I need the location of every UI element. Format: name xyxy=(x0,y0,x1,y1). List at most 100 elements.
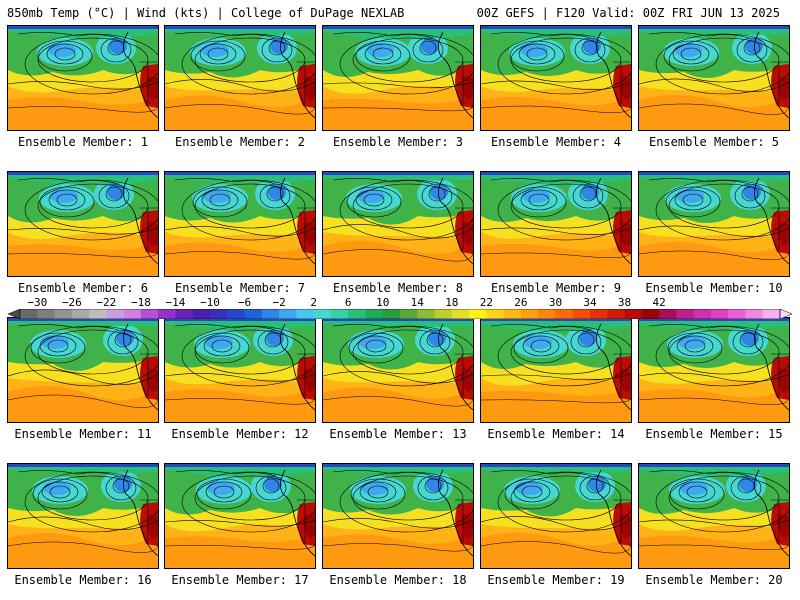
ensemble-member-map xyxy=(7,463,159,569)
colorbar-segment xyxy=(486,309,505,319)
ensemble-member-label: Ensemble Member: 1 xyxy=(17,135,149,149)
colorbar-segment xyxy=(175,309,194,319)
map-image xyxy=(481,464,631,568)
run-info: 00Z GEFS | F120 Valid: 00Z FRI JUN 13 20… xyxy=(476,6,780,20)
ensemble-member-map xyxy=(480,25,632,131)
colorbar-segment xyxy=(54,309,73,319)
ensemble-member-map xyxy=(638,171,790,277)
colorbar-segment xyxy=(417,309,436,319)
colorbar-segment xyxy=(676,309,695,319)
map-image xyxy=(481,318,631,422)
ensemble-member-map xyxy=(164,317,316,423)
colorbar-tick-label: 26 xyxy=(514,296,528,309)
ensemble-member-label: Ensemble Member: 4 xyxy=(490,135,622,149)
ensemble-member-label: Ensemble Member: 11 xyxy=(14,427,152,441)
ensemble-member-label: Ensemble Member: 8 xyxy=(332,281,464,295)
ensemble-member-map xyxy=(480,317,632,423)
colorbar-min-arrow xyxy=(8,309,21,319)
map-image xyxy=(481,26,631,130)
ensemble-member-map xyxy=(638,25,790,131)
colorbar-segment xyxy=(520,309,539,319)
colorbar-segment xyxy=(261,309,280,319)
ensemble-member-map xyxy=(322,171,474,277)
map-image xyxy=(8,26,158,130)
colorbar-segment xyxy=(659,309,677,319)
ensemble-member-map xyxy=(7,317,159,423)
ensemble-member-map xyxy=(322,317,474,423)
colorbar-segment xyxy=(192,309,211,319)
colorbar-segment xyxy=(503,309,522,319)
colorbar-segment xyxy=(296,309,315,319)
colorbar-tick-label: 42 xyxy=(652,296,666,309)
map-image xyxy=(323,172,473,276)
ensemble-member-label: Ensemble Member: 6 xyxy=(17,281,149,295)
map-image xyxy=(165,172,315,276)
colorbar-tick-label: −2 xyxy=(272,296,286,309)
ensemble-member-label: Ensemble Member: 18 xyxy=(329,573,467,587)
colorbar-segment xyxy=(365,309,384,319)
map-image xyxy=(165,318,315,422)
colorbar-segment xyxy=(728,309,746,319)
map-image xyxy=(481,172,631,276)
chart-title: 850mb Temp (°C) | Wind (kts) | College o… xyxy=(7,6,405,20)
colorbar-segment xyxy=(469,309,487,319)
colorbar-segment xyxy=(140,309,159,319)
map-image xyxy=(639,318,789,422)
colorbar-tick-label: −22 xyxy=(96,296,117,309)
colorbar-tick-label: −18 xyxy=(130,296,151,309)
ensemble-member-map xyxy=(480,171,632,277)
ensemble-member-map xyxy=(7,25,159,131)
ensemble-member-label: Ensemble Member: 7 xyxy=(174,281,306,295)
colorbar-segment xyxy=(227,309,246,319)
colorbar-segment xyxy=(313,309,332,319)
colorbar-segment xyxy=(244,309,263,319)
ensemble-member-label: Ensemble Member: 16 xyxy=(14,573,152,587)
colorbar-segment xyxy=(106,309,125,319)
ensemble-member-label: Ensemble Member: 10 xyxy=(645,281,783,295)
colorbar-segment xyxy=(158,309,176,319)
colorbar-tick-label: 14 xyxy=(410,296,424,309)
ensemble-member-map xyxy=(322,25,474,131)
map-image xyxy=(639,26,789,130)
map-image xyxy=(639,464,789,568)
colorbar-segment xyxy=(555,309,574,319)
ensemble-member-label: Ensemble Member: 20 xyxy=(645,573,783,587)
colorbar-segment xyxy=(210,309,228,319)
colorbar-tick-label: −6 xyxy=(237,296,252,309)
colorbar-segment xyxy=(607,309,626,319)
ensemble-member-label: Ensemble Member: 3 xyxy=(332,135,464,149)
ensemble-member-map xyxy=(480,463,632,569)
colorbar-segment xyxy=(745,309,764,319)
colorbar-segment xyxy=(330,309,349,319)
colorbar-segment xyxy=(434,309,453,319)
colorbar-tick-label: 10 xyxy=(376,296,390,309)
colorbar-segment xyxy=(762,309,781,319)
temperature-colorbar xyxy=(8,309,792,319)
colorbar-segment xyxy=(624,309,643,319)
colorbar-segment xyxy=(538,309,556,319)
colorbar-segment xyxy=(279,309,297,319)
colorbar-segment xyxy=(20,309,38,319)
colorbar-tick-label: 2 xyxy=(310,296,317,309)
map-image xyxy=(639,172,789,276)
ensemble-member-label: Ensemble Member: 12 xyxy=(171,427,309,441)
colorbar-tick-label: 6 xyxy=(344,296,352,309)
colorbar-segment xyxy=(71,309,90,319)
ensemble-member-map xyxy=(638,317,790,423)
ensemble-member-label: Ensemble Member: 13 xyxy=(329,427,467,441)
map-image xyxy=(165,26,315,130)
colorbar-segment xyxy=(451,309,470,319)
ensemble-member-label: Ensemble Member: 14 xyxy=(487,427,625,441)
colorbar-segment xyxy=(590,309,608,319)
map-image xyxy=(323,26,473,130)
map-image xyxy=(8,318,158,422)
colorbar-tick-label: 34 xyxy=(583,296,597,309)
colorbar-tick-label: 30 xyxy=(548,296,563,309)
colorbar-segment xyxy=(710,309,729,319)
colorbar-tick-label: 38 xyxy=(617,296,632,309)
ensemble-member-map xyxy=(164,25,316,131)
map-image xyxy=(8,172,158,276)
ensemble-member-map xyxy=(164,463,316,569)
ensemble-member-label: Ensemble Member: 15 xyxy=(645,427,783,441)
colorbar-segment xyxy=(382,309,401,319)
